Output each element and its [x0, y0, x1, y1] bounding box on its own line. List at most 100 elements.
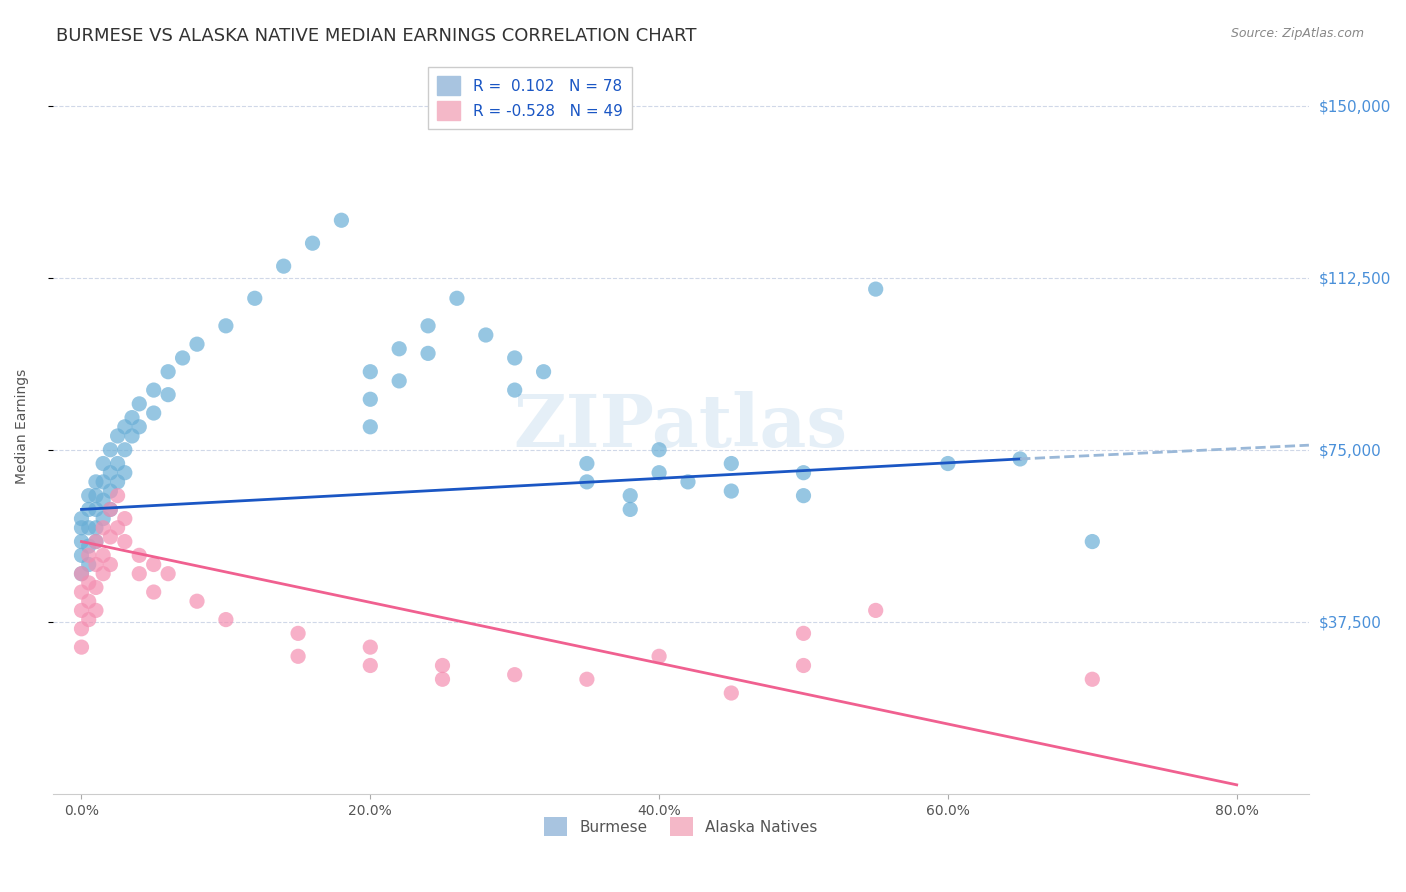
Point [84, 534, 107, 549]
Point [1081, 534, 1104, 549]
Point [77, 549, 100, 563]
Point [107, 429, 129, 443]
Point [215, 318, 238, 333]
Point [446, 291, 468, 305]
Point [648, 442, 671, 457]
Point [720, 686, 742, 700]
Point [84, 502, 107, 516]
Point [287, 626, 309, 640]
Point [84, 534, 107, 549]
Point [100, 502, 122, 516]
Point [91, 511, 114, 525]
Point [70, 549, 93, 563]
Point [91, 549, 114, 563]
Point [792, 658, 814, 673]
Point [215, 613, 238, 627]
Point [792, 626, 814, 640]
Point [432, 658, 454, 673]
Point [648, 466, 671, 480]
Point [70, 640, 93, 654]
Point [1081, 673, 1104, 687]
Point [70, 534, 93, 549]
Point [359, 365, 381, 379]
Point [84, 475, 107, 489]
Point [70, 622, 93, 636]
Point [114, 466, 136, 480]
Point [359, 419, 381, 434]
Point [84, 558, 107, 572]
Point [287, 649, 309, 664]
Text: ZIPatlas: ZIPatlas [513, 392, 848, 462]
Point [128, 549, 150, 563]
Point [475, 328, 498, 343]
Point [142, 406, 165, 420]
Point [273, 259, 295, 273]
Point [720, 484, 742, 499]
Point [128, 419, 150, 434]
Point [77, 521, 100, 535]
Point [243, 291, 266, 305]
Point [84, 581, 107, 595]
Text: Source: ZipAtlas.com: Source: ZipAtlas.com [1230, 27, 1364, 40]
Point [77, 489, 100, 503]
Point [91, 493, 114, 508]
Point [84, 489, 107, 503]
Point [388, 342, 411, 356]
Point [648, 649, 671, 664]
Point [301, 236, 323, 251]
Point [157, 365, 180, 379]
Legend: Burmese, Alaska Natives: Burmese, Alaska Natives [534, 808, 827, 845]
Point [792, 489, 814, 503]
Point [359, 658, 381, 673]
Point [121, 410, 143, 425]
Point [70, 603, 93, 617]
Text: BURMESE VS ALASKA NATIVE MEDIAN EARNINGS CORRELATION CHART: BURMESE VS ALASKA NATIVE MEDIAN EARNINGS… [56, 27, 697, 45]
Point [100, 558, 122, 572]
Point [533, 365, 555, 379]
Point [114, 442, 136, 457]
Point [70, 511, 93, 525]
Point [91, 475, 114, 489]
Point [107, 521, 129, 535]
Point [676, 475, 699, 489]
Point [128, 397, 150, 411]
Point [330, 213, 353, 227]
Point [107, 475, 129, 489]
Point [619, 502, 641, 516]
Point [107, 489, 129, 503]
Point [100, 484, 122, 499]
Point [107, 457, 129, 471]
Point [432, 673, 454, 687]
Point [575, 457, 598, 471]
Point [114, 511, 136, 525]
Point [503, 351, 526, 365]
Point [91, 521, 114, 535]
Point [114, 534, 136, 549]
Point [416, 346, 439, 360]
Point [84, 603, 107, 617]
Point [157, 566, 180, 581]
Point [70, 566, 93, 581]
Point [936, 457, 959, 471]
Point [865, 603, 887, 617]
Point [619, 489, 641, 503]
Point [77, 594, 100, 608]
Point [77, 539, 100, 553]
Point [91, 566, 114, 581]
Point [388, 374, 411, 388]
Point [720, 457, 742, 471]
Point [70, 566, 93, 581]
Point [359, 392, 381, 407]
Point [359, 640, 381, 654]
Point [121, 429, 143, 443]
Point [100, 442, 122, 457]
Point [416, 318, 439, 333]
Point [77, 558, 100, 572]
Point [100, 502, 122, 516]
Point [100, 466, 122, 480]
Point [142, 383, 165, 397]
Point [172, 351, 194, 365]
Point [575, 673, 598, 687]
Point [77, 575, 100, 590]
Point [77, 502, 100, 516]
